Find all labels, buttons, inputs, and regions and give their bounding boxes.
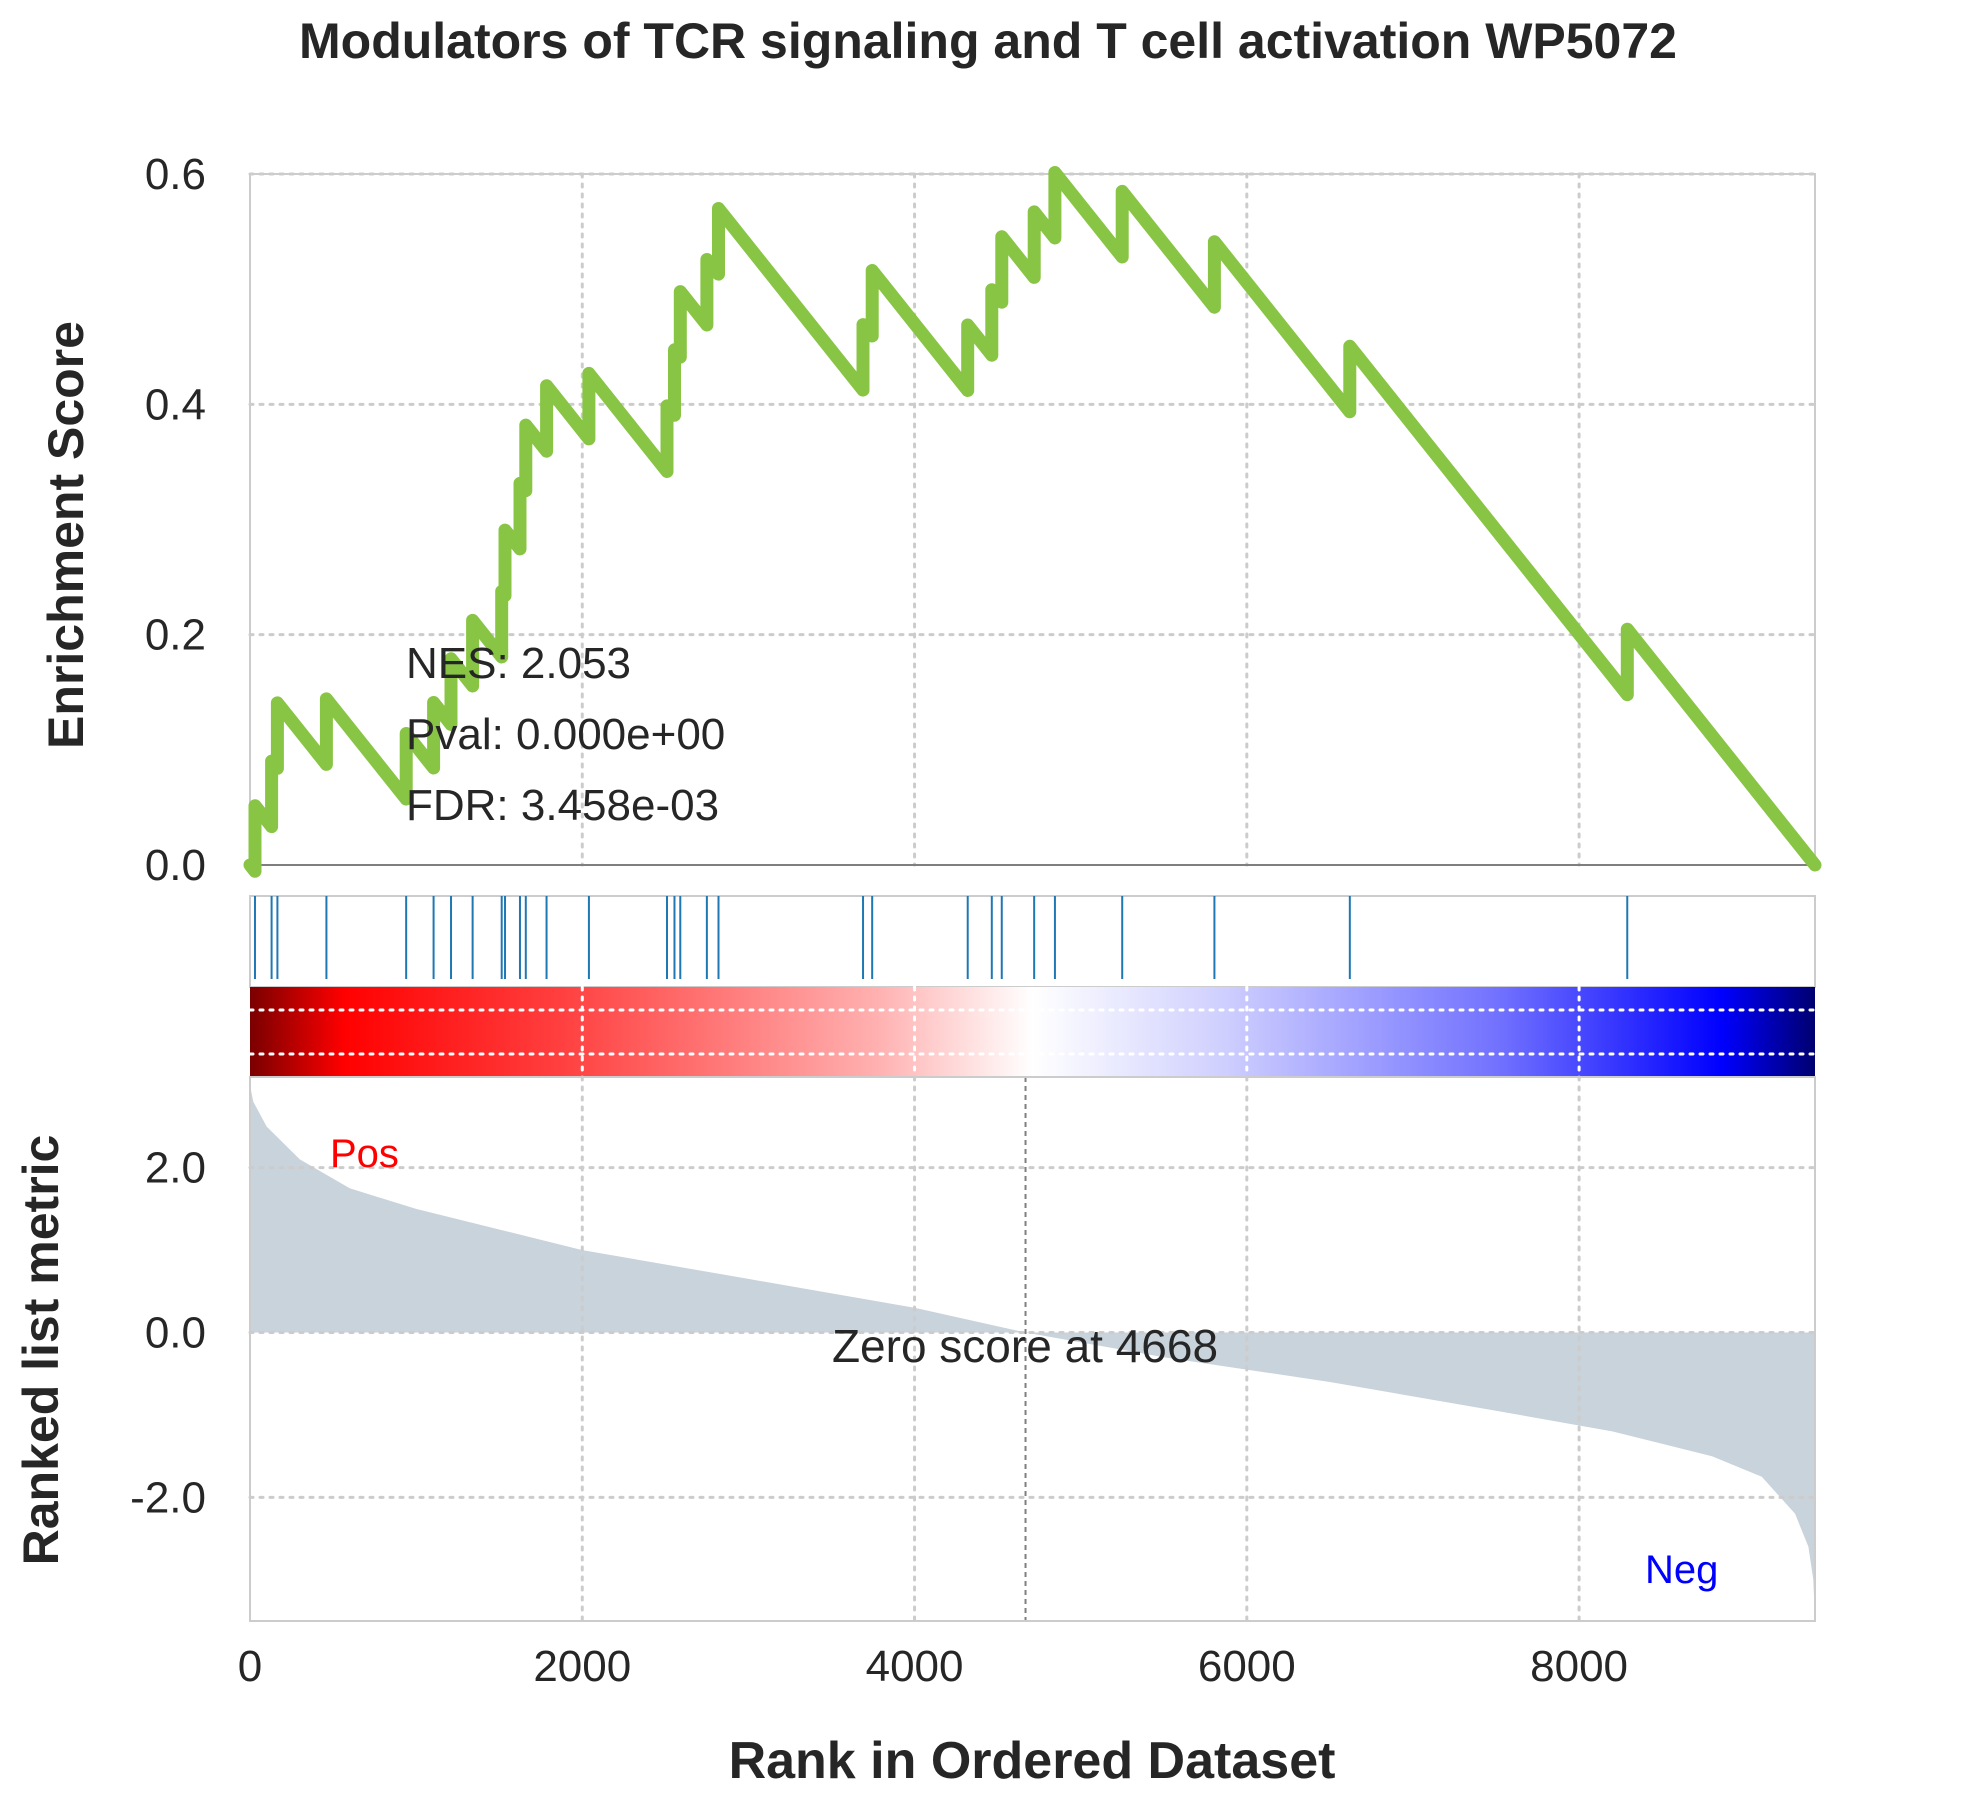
metric-panel-frame [249,1076,1816,1622]
es-y-tick-label: 0.2 [145,611,206,660]
metric-y-label: Ranked list metric [13,1135,69,1566]
ranked-metric-area [250,1085,1815,1621]
x-tick-label: 6000 [1198,1642,1296,1691]
enrichment-y-ticks: 0.0 0.2 0.4 0.6 [145,150,206,890]
rank-colorbar [248,985,1817,1079]
pos-label: Pos [330,1132,399,1176]
hits-panel-frame [249,895,1816,988]
colorbar-gridlines [248,985,1817,1079]
metric-gridlines [248,1075,1817,1623]
enrichment-y-label: Enrichment Score [38,321,94,749]
x-tick-label: 4000 [866,1642,964,1691]
neg-label: Neg [1645,1548,1718,1592]
metric-y-ticks: 2.0 0.0 -2.0 [130,1144,206,1523]
enrichment-score-line [243,166,1822,878]
metric-y-tick-label: 0.0 [145,1309,206,1358]
x-tick-label: 8000 [1530,1642,1628,1691]
hits-panel [249,895,1816,988]
enrichment-gridlines [248,172,1817,867]
pval-stat: Pval: 0.000e+00 [406,710,725,759]
enrichment-panel: 0.00.20.40.6 NES: 2.053 Pval: 0.000e+00 … [38,150,1822,890]
es-y-tick-label: 0.6 [145,150,206,199]
gene-hit-markers [253,896,1629,979]
x-axis-ticks: 0 2000 4000 6000 8000 [238,1642,1628,1691]
nes-stat: NES: 2.053 [406,639,631,688]
metric-panel: 2.0 0.0 -2.0 Pos Neg Zero score at 4668 Ra… [13,1075,1817,1623]
metric-y-tick-label: -2.0 [130,1473,206,1522]
chart-title: Modulators of TCR signaling and T cell a… [299,13,1677,69]
rank-gradient-bar [250,987,1815,1077]
x-axis-label: Rank in Ordered Dataset [729,1732,1336,1790]
es-y-tick-label: 0.4 [145,380,206,429]
es-y-tick-label: 0.0 [145,841,206,890]
metric-y-tick-label: 2.0 [145,1144,206,1193]
x-tick-label: 0 [238,1642,262,1691]
fdr-stat: FDR: 3.458e-03 [406,781,719,830]
zero-score-label: Zero score at 4668 [832,1320,1218,1372]
x-tick-label: 2000 [533,1642,631,1691]
